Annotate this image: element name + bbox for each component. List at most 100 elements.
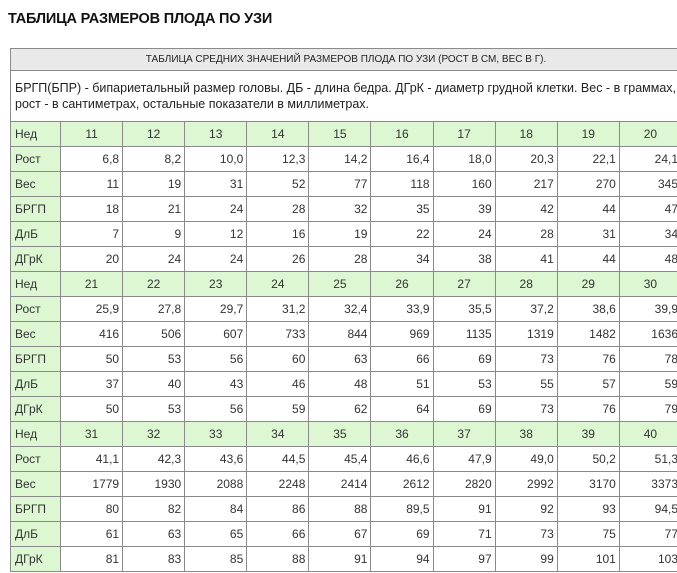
table-cell: 35,5 <box>432 296 496 322</box>
table-cell: 19 <box>308 221 372 247</box>
table-cell: 83 <box>122 546 186 572</box>
week-label: Нед <box>10 271 61 297</box>
row-label: ДлБ <box>10 521 61 547</box>
week-number: 30 <box>618 271 677 297</box>
table-cell: 69 <box>432 346 496 372</box>
table-cell: 6,8 <box>59 146 124 172</box>
table-cell: 270 <box>556 171 620 197</box>
table-row: ДлБ 7 9 12 16 19 22 24 28 31 34 <box>10 221 677 247</box>
table-cell: 29,7 <box>184 296 248 322</box>
table-cell: 77 <box>308 171 372 197</box>
table-cell: 31 <box>184 171 248 197</box>
table-cell: 86 <box>246 496 310 522</box>
table-cell: 1135 <box>432 321 496 347</box>
week-number: 20 <box>618 121 677 147</box>
table-cell: 77 <box>618 521 677 547</box>
week-row: Нед 11 12 13 14 15 16 17 18 19 20 <box>10 121 677 147</box>
table-cell: 69 <box>370 521 434 547</box>
table-cell: 12 <box>184 221 248 247</box>
table-cell: 733 <box>246 321 310 347</box>
table-cell: 73 <box>494 521 558 547</box>
table-cell: 91 <box>432 496 496 522</box>
table-cell: 16,4 <box>370 146 434 172</box>
week-number: 34 <box>246 421 310 447</box>
table-cell: 10,0 <box>184 146 248 172</box>
table-cell: 48 <box>618 246 677 272</box>
table-cell: 46 <box>246 371 310 397</box>
table-cell: 28 <box>246 196 310 222</box>
table-cell: 40 <box>122 371 186 397</box>
table-cell: 76 <box>556 346 620 372</box>
table-row: ДГрК 50 53 56 59 62 64 69 73 76 79 <box>10 396 677 422</box>
table-cell: 33,9 <box>370 296 434 322</box>
table-row: Вес 1779 1930 2088 2248 2414 2612 2820 2992 3170 3… <box>10 471 677 497</box>
table-cell: 45,4 <box>308 446 372 472</box>
table-cell: 94,5 <box>618 496 677 522</box>
table-cell: 2088 <box>184 471 248 497</box>
week-row: Нед 31 32 33 34 35 36 37 38 39 40 <box>10 421 677 447</box>
table-cell: 49,0 <box>494 446 558 472</box>
table-cell: 24,1 <box>618 146 677 172</box>
week-number: 35 <box>308 421 372 447</box>
table-row: ДлБ 61 63 65 66 67 69 71 73 75 77 <box>10 521 677 547</box>
week-number: 14 <box>246 121 310 147</box>
table-cell: 28 <box>494 221 558 247</box>
table-cell: 345 <box>618 171 677 197</box>
table-cell: 3170 <box>556 471 620 497</box>
table-cell: 35 <box>370 196 434 222</box>
table-cell: 969 <box>370 321 434 347</box>
table-cell: 94 <box>370 546 434 572</box>
table-description: БРГП(БПР) - бипариетальный размер головы… <box>10 70 677 122</box>
caption-row: ТАБЛИЦА СРЕДНИХ ЗНАЧЕНИЙ РАЗМЕРОВ ПЛОДА … <box>10 48 677 71</box>
table-cell: 88 <box>246 546 310 572</box>
table-cell: 80 <box>59 496 124 522</box>
table-cell: 51,3 <box>618 446 677 472</box>
table-cell: 53 <box>432 371 496 397</box>
table-cell: 32,4 <box>308 296 372 322</box>
table-row: Вес 11 19 31 52 77 118 160 217 270 345 <box>10 171 677 197</box>
table-cell: 24 <box>122 246 186 272</box>
table-cell: 69 <box>432 396 496 422</box>
table-cell: 7 <box>59 221 124 247</box>
table-cell: 1482 <box>556 321 620 347</box>
table-cell: 20 <box>59 246 124 272</box>
table-cell: 38 <box>432 246 496 272</box>
table-cell: 52 <box>246 171 310 197</box>
table-cell: 32 <box>308 196 372 222</box>
table-cell: 89,5 <box>370 496 434 522</box>
table-caption: ТАБЛИЦА СРЕДНИХ ЗНАЧЕНИЙ РАЗМЕРОВ ПЛОДА … <box>10 48 677 71</box>
table-cell: 46,6 <box>370 446 434 472</box>
table-cell: 71 <box>432 521 496 547</box>
table-cell: 53 <box>122 346 186 372</box>
week-row: Нед 21 22 23 24 25 26 27 28 29 30 <box>10 271 677 297</box>
table-cell: 39,9 <box>618 296 677 322</box>
table-cell: 42 <box>494 196 558 222</box>
week-number: 29 <box>556 271 620 297</box>
week-number: 37 <box>432 421 496 447</box>
table-cell: 56 <box>184 346 248 372</box>
description-row: БРГП(БПР) - бипариетальный размер головы… <box>10 70 677 122</box>
table-cell: 47 <box>618 196 677 222</box>
table-cell: 50 <box>59 346 124 372</box>
table-cell: 1779 <box>59 471 124 497</box>
table-cell: 22 <box>370 221 434 247</box>
week-number: 33 <box>184 421 248 447</box>
week-number: 15 <box>308 121 372 147</box>
row-label: Рост <box>10 296 61 322</box>
table-cell: 65 <box>184 521 248 547</box>
table-cell: 34 <box>370 246 434 272</box>
week-number: 17 <box>432 121 496 147</box>
table-cell: 2992 <box>494 471 558 497</box>
week-number: 12 <box>122 121 186 147</box>
table-cell: 2820 <box>432 471 496 497</box>
table-cell: 91 <box>308 546 372 572</box>
week-number: 38 <box>494 421 558 447</box>
week-number: 21 <box>59 271 124 297</box>
table-row: ДлБ 37 40 43 46 48 51 53 55 57 59 <box>10 371 677 397</box>
table-cell: 103 <box>618 546 677 572</box>
table-row: БРГП 18 21 24 28 32 35 39 42 44 47 <box>10 196 677 222</box>
table-cell: 28 <box>308 246 372 272</box>
table-cell: 11 <box>59 171 124 197</box>
table-cell: 50 <box>59 396 124 422</box>
table-cell: 44 <box>556 196 620 222</box>
